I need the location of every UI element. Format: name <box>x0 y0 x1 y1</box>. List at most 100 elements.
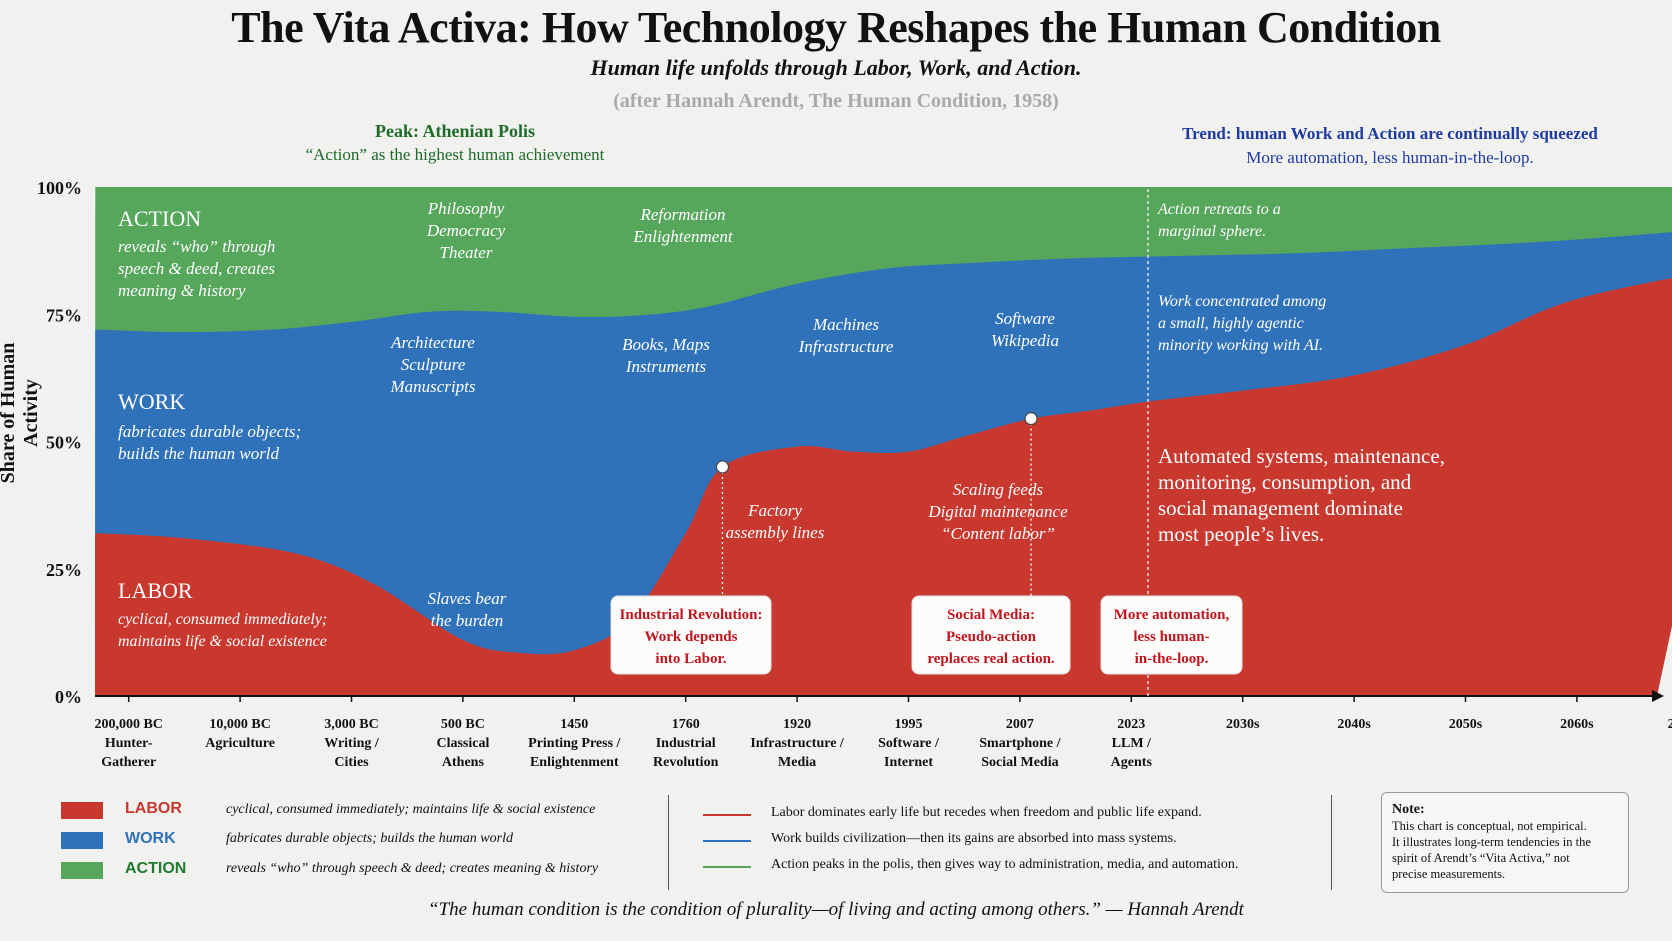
x-tick-label: 2070s+ <box>1668 717 1672 732</box>
annotation-philosophy-line: Philosophy <box>427 199 505 218</box>
callout-text-line: Pseudo-action <box>946 629 1037 645</box>
annotation-reformation-line: Reformation <box>640 205 726 224</box>
legend-name-action: ACTION <box>125 860 187 877</box>
annotation-architecture: Architecture Sculpture Manuscripts <box>390 333 476 396</box>
annotation-machines-line: Infrastructure <box>798 337 894 356</box>
x-tick-label: Gatherer <box>101 755 156 770</box>
annotation-scaling-line: “Content labor” <box>941 524 1055 543</box>
trend-subtext: More automation, less human-in-the-loop. <box>1246 148 1534 167</box>
x-tick-label: Agents <box>1111 755 1153 770</box>
callout-text-line: less human- <box>1133 629 1209 645</box>
marker-point <box>715 460 730 474</box>
annotation-architecture-line: Manuscripts <box>390 377 476 396</box>
legend-swatch-work <box>61 832 103 849</box>
callout-box <box>610 595 772 675</box>
annotation-software: Software Wikipedia <box>991 309 1059 350</box>
annotation-automated-line: most people’s lives. <box>1158 522 1324 546</box>
annotation-automated: Automated systems, maintenance,monitorin… <box>1158 444 1445 546</box>
note-line-3: spirit of Arendt’s “Vita Activa,” not <box>1392 851 1570 865</box>
annotation-philosophy-line: Democracy <box>426 221 506 240</box>
region-name-action-line: ACTION <box>118 206 201 231</box>
annotation-automated-line: monitoring, consumption, and <box>1158 470 1412 494</box>
x-tick-label: Internet <box>884 755 933 770</box>
annotation-books-line: Instruments <box>625 357 707 376</box>
x-tick-label: Classical <box>436 736 489 751</box>
x-tick-label: 2023 <box>1117 717 1145 732</box>
callout-text-line: replaces real action. <box>927 651 1055 667</box>
x-tick-label: Smartphone / <box>979 736 1061 751</box>
annotation-slaves: Slaves bear the burden <box>428 589 507 630</box>
trend-heading: Trend: human Work and Action are continu… <box>1182 124 1598 143</box>
legend-name-labor: LABOR <box>125 800 182 817</box>
annotation-action-retreats-line: Action retreats to a <box>1157 201 1281 218</box>
peak-heading: Peak: Athenian Polis <box>374 121 535 141</box>
x-tick-label: LLM / <box>1112 736 1152 751</box>
note-heading: Note: <box>1392 802 1425 817</box>
legend-desc-work: fabricates durable objects; builds the h… <box>226 831 513 846</box>
x-axis-arrow <box>1652 690 1664 702</box>
annotation-automated-line: Automated systems, maintenance, <box>1158 444 1445 468</box>
y-tick-label: 75% <box>46 305 82 325</box>
annotation-architecture-line: Sculpture <box>401 355 466 374</box>
callout-text: Industrial Revolution: Work depends into L… <box>620 607 763 667</box>
y-tick-label: 0% <box>55 687 82 707</box>
region-name-action: ACTION <box>118 206 201 231</box>
annotation-work-concentrated-line: a small, highly agentic <box>1158 315 1304 332</box>
x-tick-label: 2050s <box>1449 717 1483 732</box>
region-name-work-line: WORK <box>118 389 185 414</box>
region-desc-work-line: fabricates durable objects; <box>118 422 301 441</box>
x-tick-label: Writing / <box>324 736 380 751</box>
callout-text-line: in-the-loop. <box>1135 651 1209 667</box>
callout-text-line: Social Media: <box>947 607 1035 623</box>
y-axis-label: Share of Human Activity <box>0 342 42 484</box>
arendt-quote: “The human condition is the condition of… <box>428 899 1244 920</box>
annotation-work-concentrated-line: minority working with AI. <box>1158 337 1323 354</box>
note-line-2: It illustrates long-term tendencies in t… <box>1392 835 1591 849</box>
legend-note-action: Action peaks in the polis, then gives wa… <box>771 857 1239 872</box>
annotation-scaling-line: Digital maintenance <box>927 502 1068 521</box>
y-tick-label: 50% <box>46 433 82 453</box>
region-name-work: WORK <box>118 389 185 414</box>
x-tick-label: 200,000 BC <box>94 717 162 732</box>
annotation-scaling-line: Scaling feeds <box>953 480 1044 499</box>
annotation-factory: Factory assembly lines <box>726 501 825 542</box>
x-tick-label: 1920 <box>783 717 811 732</box>
annotation-action-retreats: Action retreats to a marginal sphere. <box>1157 201 1281 240</box>
x-tick-label: 1450 <box>560 717 588 732</box>
callout-text: Social Media: Pseudo-action replaces real … <box>927 607 1055 667</box>
annotation-automated-line: social management dominate <box>1158 496 1403 520</box>
x-tick-label: Infrastructure / <box>750 736 845 751</box>
note-line-4: precise measurements. <box>1392 867 1506 881</box>
x-tick-label: 1995 <box>895 717 923 732</box>
area-labor <box>95 277 1672 696</box>
annotation-software-line: Software <box>995 309 1055 328</box>
x-tick-label: 1760 <box>672 717 700 732</box>
x-tick-label: Social Media <box>981 755 1058 770</box>
legend-desc-labor: cyclical, consumed immediately; maintain… <box>226 802 596 817</box>
x-tick-label: 10,000 BC <box>209 717 270 732</box>
annotation-work-concentrated: Work concentrated among a small, highly a… <box>1158 293 1326 354</box>
annotation-books-line: Books, Maps <box>622 335 710 354</box>
x-tick-label: Cities <box>334 755 369 770</box>
callout-box <box>1100 595 1243 675</box>
x-tick-label: 2040s <box>1337 717 1371 732</box>
x-tick-label: 2007 <box>1006 717 1034 732</box>
annotation-slaves-line: the burden <box>431 611 504 630</box>
x-tick-label: Media <box>778 755 816 770</box>
legend-divider-left <box>668 795 669 890</box>
peak-subtext: “Action” as the highest human achievemen… <box>305 145 605 164</box>
note-line-1: This chart is conceptual, not empirical. <box>1392 819 1587 833</box>
annotation-machines-line: Machines <box>812 315 879 334</box>
annotation-philosophy-line: Theater <box>440 243 493 262</box>
x-tick-label: 3,000 BC <box>324 717 378 732</box>
legend-name-work: WORK <box>125 830 176 847</box>
x-tick-label: Industrial <box>656 736 716 751</box>
x-tick-label: Enlightenment <box>530 755 619 770</box>
callout-text-line: More automation, <box>1114 607 1230 623</box>
x-tick-label: Hunter- <box>105 736 153 751</box>
callout-text: More automation, less human-in-the-loop. <box>1114 607 1230 667</box>
region-name-labor-line: LABOR <box>118 578 193 603</box>
y-tick-label: 100% <box>37 178 82 198</box>
annotation-reformation-line: Enlightenment <box>632 227 733 246</box>
